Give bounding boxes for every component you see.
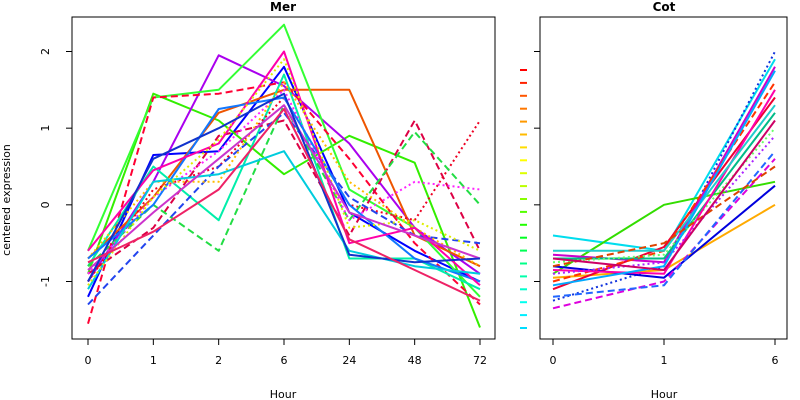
series-line-cot-17 <box>552 119 776 271</box>
series-line-mer-15 <box>87 150 481 290</box>
series-line-cot-7 <box>552 158 776 310</box>
series-line-mer-16 <box>87 58 481 286</box>
x-tick-label: 2 <box>215 354 222 367</box>
color-swatch-strip <box>520 69 527 329</box>
x-tick-label: 6 <box>281 354 288 367</box>
series-line-cot-10 <box>552 127 776 264</box>
series-line-cot-2 <box>552 51 776 302</box>
plot-frame-cot <box>539 16 788 340</box>
y-axis-label: centered expression <box>0 144 13 256</box>
series-line-cot-6 <box>552 184 776 279</box>
y-tick-label: 0 <box>39 201 52 208</box>
series-line-mer-14 <box>87 50 481 287</box>
x-ticks-mer: 0 1 2 6 24 48 72 <box>85 339 487 367</box>
series-line-mer-11 <box>87 88 481 275</box>
series-line-mer-19 <box>87 108 481 302</box>
series-line-mer-13 <box>87 96 481 283</box>
x-tick-label: 48 <box>408 354 422 367</box>
y-tick-label: 2 <box>39 48 52 55</box>
series-line-cot-12 <box>552 89 776 275</box>
series-line-mer-17 <box>87 104 481 271</box>
x-tick-label: 1 <box>661 354 668 367</box>
series-line-cot-13 <box>553 104 776 252</box>
series-line-cot-15 <box>552 70 776 287</box>
series-line-mer-0 <box>87 65 481 298</box>
x-axis-label-mer: Hour <box>270 388 297 400</box>
panel-cot: Cot 0 1 6 Hour <box>534 0 788 400</box>
series-group-mer <box>87 23 481 328</box>
series-line-cot-8 <box>553 112 776 260</box>
series-line-cot-14 <box>552 135 776 275</box>
series-line-mer-18 <box>87 92 481 282</box>
x-tick-label: 0 <box>550 354 557 367</box>
series-line-mer-9 <box>87 104 481 267</box>
y-ticks-mer: -1 0 1 2 <box>39 48 72 287</box>
series-group-cot <box>552 51 776 310</box>
plot-frame-mer <box>71 16 496 340</box>
x-tick-label: 6 <box>772 354 779 367</box>
series-line-mer-7 <box>87 119 481 275</box>
x-tick-label: 1 <box>150 354 157 367</box>
series-line-cot-11 <box>552 150 776 298</box>
series-line-cot-4 <box>552 96 776 291</box>
series-line-mer-4 <box>87 23 481 298</box>
series-line-cot-16 <box>552 165 776 268</box>
y-tick-marks-cot <box>534 51 540 282</box>
x-axis-label-cot: Hour <box>651 388 678 400</box>
y-tick-label: 1 <box>39 125 52 132</box>
y-tick-label: -1 <box>39 276 52 287</box>
panel-title-cot: Cot <box>653 0 676 14</box>
panel-title-mer: Mer <box>270 0 296 14</box>
series-line-mer-1 <box>87 92 481 328</box>
x-tick-label: 24 <box>342 354 356 367</box>
x-tick-label: 72 <box>473 354 487 367</box>
x-tick-label: 0 <box>85 354 92 367</box>
panel-mer: Mer 0 1 2 6 24 48 72 -1 0 1 2 Hour centered expre… <box>0 0 496 400</box>
series-line-mer-10 <box>87 111 481 306</box>
x-ticks-cot: 0 1 6 <box>550 339 779 367</box>
